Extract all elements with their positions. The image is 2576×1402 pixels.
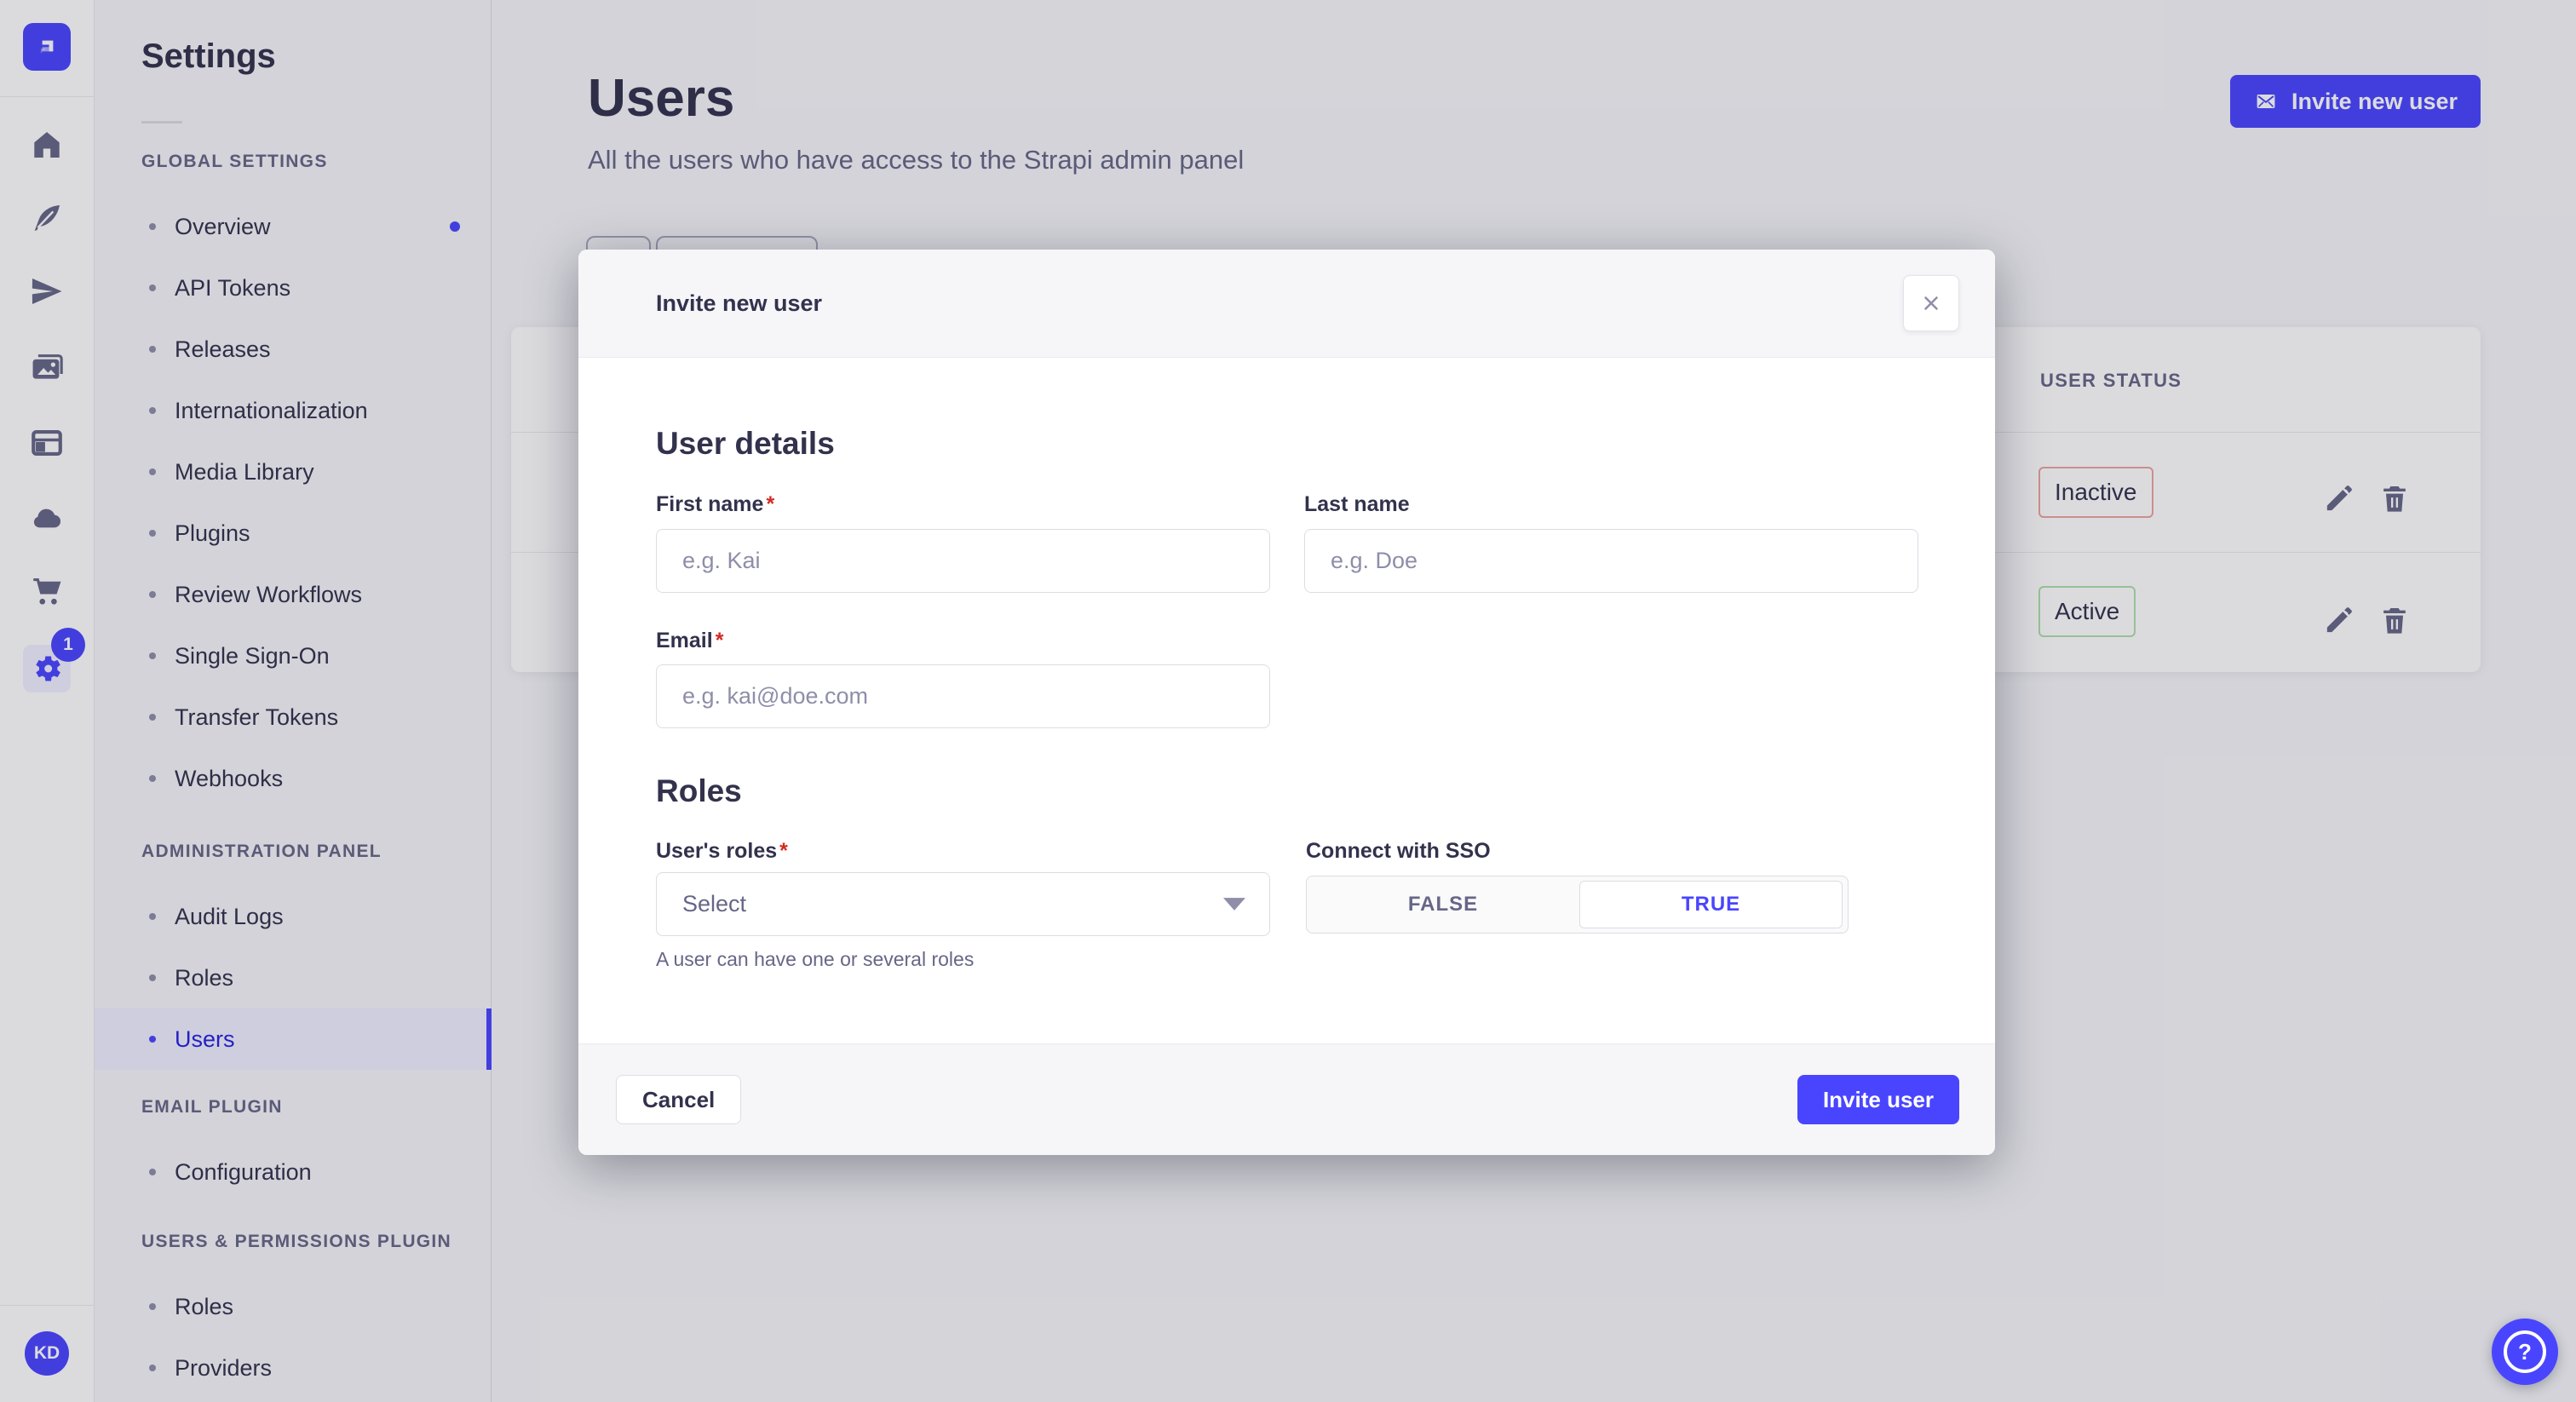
delete-user-button[interactable]: [2378, 481, 2412, 515]
roles-select[interactable]: Select: [656, 872, 1270, 936]
required-mark: *: [779, 839, 788, 863]
first-name-label: First name *: [656, 492, 775, 516]
sso-toggle: FALSE TRUE: [1306, 876, 1849, 934]
invite-user-submit-button[interactable]: Invite user: [1797, 1075, 1959, 1124]
active-item-indicator: [486, 1008, 492, 1070]
modal-footer: Cancel Invite user: [578, 1043, 1995, 1155]
nav-content-manager-button[interactable]: [0, 424, 94, 462]
cloud-icon: [33, 509, 61, 528]
sidebar-item-plugins[interactable]: Plugins: [95, 503, 491, 564]
sidebar-item-email-configuration[interactable]: Configuration: [95, 1141, 491, 1203]
page-title: Users: [588, 69, 735, 128]
modal-header: Invite new user: [578, 250, 1995, 358]
required-mark: *: [715, 629, 724, 652]
close-icon: [1924, 296, 1938, 310]
sidebar-item-webhooks[interactable]: Webhooks: [95, 748, 491, 809]
required-mark: *: [766, 492, 775, 516]
pencil-icon: [2326, 486, 2352, 511]
sidebar-item-single-sign-on[interactable]: Single Sign-On: [95, 625, 491, 687]
nav-marketplace-button[interactable]: [0, 572, 94, 610]
home-icon: [34, 131, 60, 158]
gear-icon: [36, 656, 60, 681]
subnav-title: Settings: [141, 37, 276, 75]
cancel-button[interactable]: Cancel: [616, 1075, 742, 1124]
email-field[interactable]: [656, 664, 1270, 728]
first-name-field[interactable]: [656, 529, 1270, 593]
user-avatar[interactable]: KD: [25, 1331, 69, 1376]
sidebar-item-api-tokens[interactable]: API Tokens: [95, 257, 491, 319]
modal-title: Invite new user: [656, 290, 823, 316]
trash-icon: [2383, 608, 2406, 634]
trash-icon: [2383, 486, 2406, 512]
nav-content-type-builder-button[interactable]: [0, 199, 94, 237]
app-navbar: 1 KD: [0, 0, 95, 1402]
help-button[interactable]: ?: [2492, 1319, 2558, 1385]
sidebar-item-releases[interactable]: Releases: [95, 319, 491, 380]
navbar-bottom-divider: [0, 1305, 94, 1306]
overview-notification-dot: [450, 221, 460, 232]
last-name-label: Last name: [1304, 492, 1410, 516]
layout-panel-icon: [32, 429, 62, 457]
nav-home-button[interactable]: [0, 126, 94, 164]
section-email-plugin: EMAIL PLUGIN: [141, 1097, 283, 1117]
sso-true-option[interactable]: TRUE: [1579, 881, 1843, 928]
invite-new-user-button[interactable]: Invite new user: [2230, 75, 2481, 128]
nav-deploy-button[interactable]: [0, 499, 94, 537]
envelope-icon: [2257, 94, 2275, 109]
strapi-logo[interactable]: [23, 23, 71, 71]
feather-icon: [34, 204, 60, 232]
last-name-field[interactable]: [1304, 529, 1918, 593]
column-header-user-status: USER STATUS: [2040, 370, 2182, 391]
status-badge: Inactive: [2038, 467, 2153, 518]
sidebar-item-media-library[interactable]: Media Library: [95, 441, 491, 503]
users-roles-label: User's roles *: [656, 839, 788, 863]
roles-heading: Roles: [656, 773, 742, 808]
pencil-icon: [2326, 607, 2352, 633]
sidebar-item-users[interactable]: Users: [95, 1008, 492, 1070]
question-mark-icon: ?: [2504, 1330, 2546, 1373]
sidebar-item-transfer-tokens[interactable]: Transfer Tokens: [95, 687, 491, 748]
user-details-heading: User details: [656, 426, 835, 461]
invite-user-modal: Invite new user User details First name *…: [578, 250, 1995, 1155]
edit-user-button[interactable]: [2322, 481, 2356, 515]
paper-plane-icon: [32, 278, 62, 305]
settings-subnav: Settings GLOBAL SETTINGS Overview API To…: [95, 0, 492, 1402]
email-label: Email *: [656, 629, 724, 652]
strapi-logo-icon: [40, 40, 54, 54]
status-badge: Active: [2038, 586, 2136, 637]
section-administration-panel: ADMINISTRATION PANEL: [141, 842, 382, 861]
modal-body: User details First name* Last name Email…: [578, 358, 1995, 1043]
sso-false-option[interactable]: FALSE: [1407, 893, 1479, 916]
sso-label: Connect with SSO: [1306, 839, 1491, 863]
roles-select-placeholder: Select: [682, 891, 747, 916]
page-subtitle: All the users who have access to the Str…: [588, 145, 1245, 175]
nav-releases-button[interactable]: [0, 273, 94, 310]
section-global-settings: GLOBAL SETTINGS: [141, 152, 328, 171]
section-users-permissions-plugin: USERS & PERMISSIONS PLUGIN: [141, 1232, 452, 1251]
modal-close-button[interactable]: [1903, 275, 1959, 331]
roles-hint: A user can have one or several roles: [656, 948, 975, 970]
sidebar-item-overview[interactable]: Overview: [95, 196, 491, 257]
navbar-divider: [0, 96, 94, 97]
chevron-down-icon: [1223, 898, 1245, 911]
cart-icon: [33, 577, 61, 605]
sidebar-item-internationalization[interactable]: Internationalization: [95, 380, 491, 441]
sidebar-item-admin-roles[interactable]: Roles: [95, 947, 491, 1008]
sidebar-item-up-roles[interactable]: Roles: [95, 1276, 491, 1337]
sidebar-item-audit-logs[interactable]: Audit Logs: [95, 886, 491, 947]
sidebar-item-up-providers[interactable]: Providers: [95, 1337, 491, 1399]
sidebar-item-review-workflows[interactable]: Review Workflows: [95, 564, 491, 625]
settings-notification-badge: 1: [51, 628, 85, 662]
subnav-title-divider: [141, 121, 182, 124]
images-icon: [32, 354, 63, 379]
edit-user-button[interactable]: [2322, 603, 2356, 637]
delete-user-button[interactable]: [2378, 603, 2412, 637]
nav-media-library-button[interactable]: [0, 349, 94, 387]
